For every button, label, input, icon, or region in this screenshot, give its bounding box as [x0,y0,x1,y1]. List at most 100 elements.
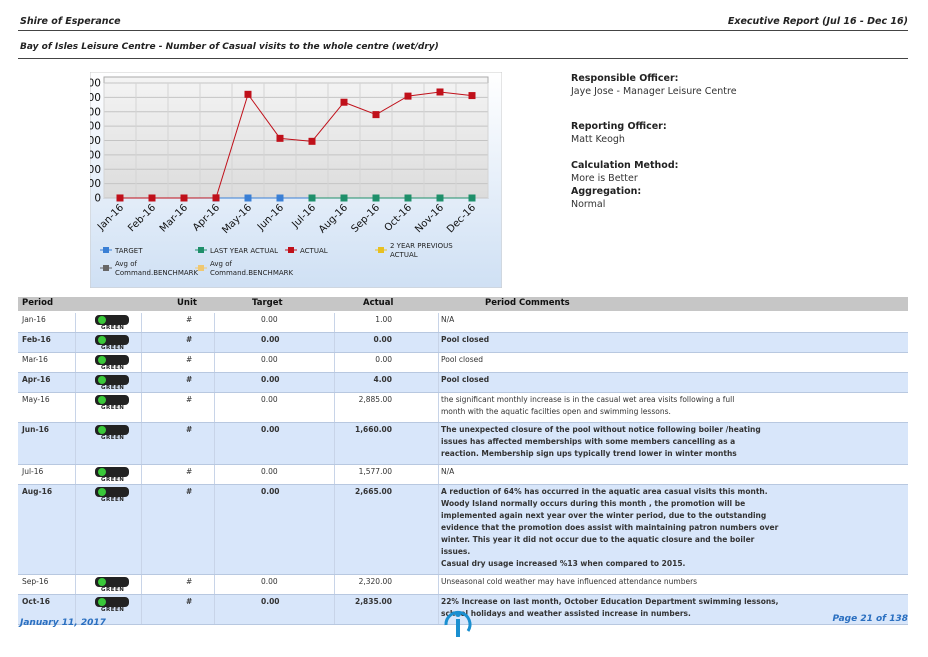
actual: 2,835.00 [354,597,392,606]
col-divider [334,465,335,484]
actual: 4.00 [373,375,392,384]
unit: # [186,597,193,606]
comment-line: evidence that the promotion does assist … [441,523,779,532]
status-icon [95,487,129,497]
col-divider [75,313,76,332]
col-divider [214,313,215,332]
period: Jul-16 [22,467,44,476]
legend-label: Command.BENCHMARK [115,269,199,277]
target: 0.00 [261,315,278,324]
actual: 1.00 [375,315,392,324]
col-divider [334,313,335,332]
comment-line: Pool closed [441,355,483,364]
comment-line: N/A [441,315,455,324]
logo [444,610,472,637]
legend-swatch [378,247,384,253]
point [116,194,124,202]
point [340,98,348,106]
col-divider [334,595,335,624]
col-divider [214,393,215,422]
col-divider [334,575,335,594]
comment-line: reaction. Membership sign ups typically … [441,449,737,458]
legend-label: Avg of [115,260,137,268]
legend-label: 2 YEAR PREVIOUS ACTUAL [390,242,453,259]
footer-page: Page 21 of 138 [832,614,908,624]
legend-swatch [103,265,109,271]
info-value: Normal [571,199,606,210]
col-divider [141,393,142,422]
status-light [98,598,106,606]
col-divider [438,393,439,422]
status-icon [95,577,129,587]
col-divider [334,333,335,352]
comment-line: Pool closed [441,375,490,384]
point [148,194,156,202]
col-divider [75,595,76,624]
point [276,194,284,202]
unit: # [186,425,193,434]
info-value: Jaye Jose - Manager Leisure Centre [571,86,737,97]
col-divider [334,423,335,464]
col-divider [214,423,215,464]
status-icon [95,315,129,325]
actual: 2,885.00 [358,395,392,404]
y-tick-label: 3200 [90,78,101,90]
col-divider [438,353,439,372]
point [372,111,380,119]
table-header-bg [18,297,908,311]
status-icon [95,597,129,607]
chart: 0400800120016002000240028003200Jan-16Feb… [90,72,502,288]
col-divider [141,575,142,594]
actual: 1,577.00 [358,467,392,476]
unit: # [186,355,193,364]
comment-line: A reduction of 64% has occurred in the a… [441,487,768,496]
table-row: Mar-16 GREEN #0.00 0.00 Pool closed [18,353,908,373]
col-divider [75,575,76,594]
unit: # [186,395,193,404]
status-light [98,468,106,476]
point [340,194,348,202]
col-divider [438,423,439,464]
comment-line: issues has affected memberships with som… [441,437,736,446]
legend-label: TARGET [114,247,143,255]
col-divider [75,423,76,464]
comment-line: Casual dry usage increased %13 when comp… [441,559,686,568]
point [436,88,444,96]
status-label: GREEN [101,325,125,331]
col-divider [214,353,215,372]
status-light [98,426,106,434]
info-value: More is Better [571,173,638,184]
comment-line: N/A [441,467,455,476]
point [468,92,476,100]
status-light [98,336,106,344]
status-light [98,376,106,384]
status-icon [95,395,129,405]
legend-swatch [288,247,294,253]
target: 0.00 [261,577,278,586]
col-divider [438,373,439,392]
target: 0.00 [261,355,278,364]
comment-line: The unexpected closure of the pool witho… [441,425,761,434]
comment-line: school holidays and weather assisted inc… [441,609,691,618]
point [468,194,476,202]
col-divider [141,595,142,624]
comment-line: month with the aquatic facilties open an… [441,407,671,416]
status-icon [95,425,129,435]
report-title: Executive Report (Jul 16 - Dec 16) [727,16,908,27]
legend-label: Avg of [210,260,232,268]
period: May-16 [22,395,50,404]
point [404,194,412,202]
col-divider [214,485,215,574]
unit: # [186,577,193,586]
comment-line: Pool closed [441,335,490,344]
series-line [119,91,473,199]
col-divider [214,595,215,624]
y-tick-label: 800 [90,164,101,176]
org-name: Shire of Esperance [20,16,121,27]
y-tick-label: 0 [94,193,101,205]
col-divider [141,353,142,372]
table-row: Sep-16 GREEN #0.00 2,320.00 Unseasonal cold … [18,575,908,595]
col-divider [438,485,439,574]
status-icon [95,335,129,345]
status-label: GREEN [101,435,125,441]
